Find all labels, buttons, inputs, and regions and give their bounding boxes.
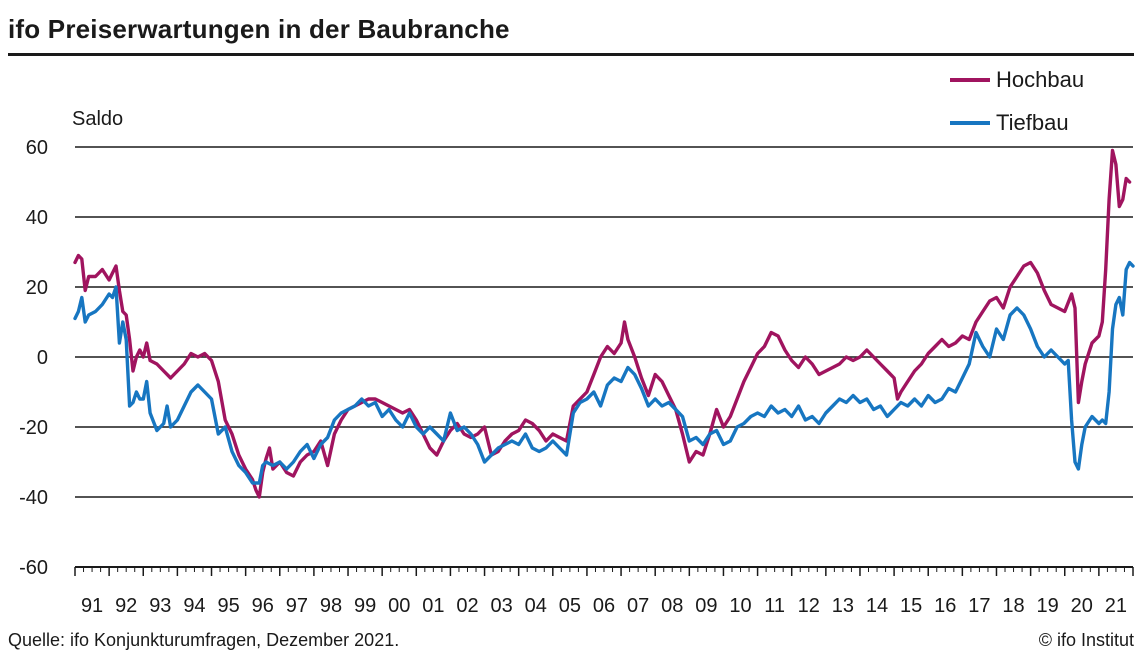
x-tick-label: 95 bbox=[217, 595, 239, 617]
x-tick-label: 12 bbox=[798, 595, 820, 617]
x-axis: 91 92 93 94 95 96 97 98 99 00 01 02 03 04 05 06 07 08 09 10… bbox=[75, 567, 1133, 617]
x-tick-label: 91 bbox=[81, 595, 103, 617]
x-tick-label: 01 bbox=[422, 595, 444, 617]
y-axis-title: Saldo bbox=[72, 108, 123, 130]
legend-label: Hochbau bbox=[996, 67, 1084, 92]
x-tick-label: 17 bbox=[968, 595, 990, 617]
y-tick-label: 40 bbox=[26, 207, 48, 229]
y-axis-labels: 60 40 20 0 -20 -40 -60 bbox=[19, 137, 48, 579]
legend: Hochbau Tiefbau bbox=[950, 67, 1084, 135]
x-tick-label: 96 bbox=[252, 595, 274, 617]
x-tick-label: 05 bbox=[559, 595, 581, 617]
x-tick-label: 19 bbox=[1037, 595, 1059, 617]
x-tick-label: 99 bbox=[354, 595, 376, 617]
series-lines bbox=[75, 151, 1133, 498]
x-tick-label: 94 bbox=[183, 595, 205, 617]
y-tick-label: -60 bbox=[19, 557, 48, 579]
x-tick-label: 92 bbox=[115, 595, 137, 617]
x-tick-label: 93 bbox=[149, 595, 171, 617]
x-tick-label: 10 bbox=[729, 595, 751, 617]
series-line-tiefbau bbox=[75, 263, 1133, 484]
x-tick-label: 06 bbox=[593, 595, 615, 617]
x-tick-label: 09 bbox=[695, 595, 717, 617]
x-tick-label: 03 bbox=[490, 595, 512, 617]
x-tick-label: 00 bbox=[388, 595, 410, 617]
legend-label: Tiefbau bbox=[996, 110, 1069, 135]
copyright-note: © ifo Institut bbox=[1039, 630, 1134, 651]
x-tick-label: 98 bbox=[320, 595, 342, 617]
x-tick-label: 16 bbox=[934, 595, 956, 617]
y-tick-label: 0 bbox=[37, 347, 48, 369]
x-tick-label: 20 bbox=[1071, 595, 1093, 617]
x-tick-label: 07 bbox=[627, 595, 649, 617]
y-tick-label: 20 bbox=[26, 277, 48, 299]
x-tick-label: 18 bbox=[1002, 595, 1024, 617]
x-tick-label: 14 bbox=[866, 595, 888, 617]
x-tick-label: 21 bbox=[1105, 595, 1127, 617]
series-line-hochbau bbox=[75, 151, 1130, 498]
x-tick-label: 04 bbox=[525, 595, 547, 617]
x-tick-label: 97 bbox=[286, 595, 308, 617]
x-tick-label: 08 bbox=[661, 595, 683, 617]
y-tick-label: 60 bbox=[26, 137, 48, 159]
x-tick-label: 02 bbox=[456, 595, 478, 617]
source-note: Quelle: ifo Konjunkturumfragen, Dezember… bbox=[8, 630, 399, 651]
y-tick-label: -40 bbox=[19, 487, 48, 509]
x-tick-label: 11 bbox=[764, 595, 785, 617]
y-tick-label: -20 bbox=[19, 417, 48, 439]
x-tick-label: 13 bbox=[832, 595, 854, 617]
x-tick-label: 15 bbox=[900, 595, 922, 617]
